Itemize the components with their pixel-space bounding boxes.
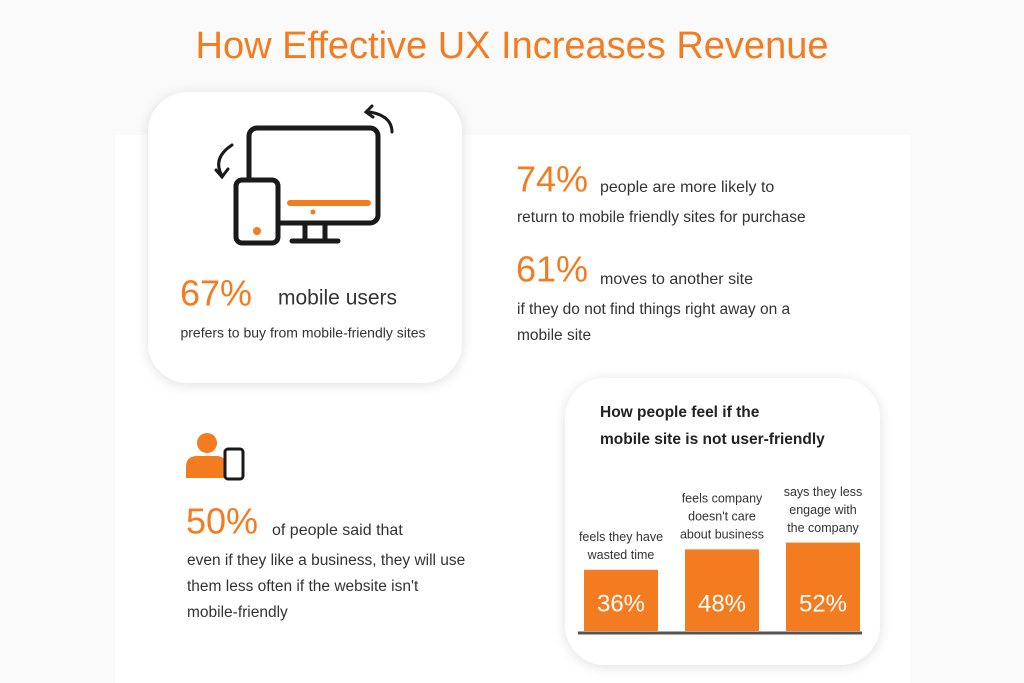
chart-title: How people feel if the [600,404,760,421]
stat-lead: people are more likely to [600,179,774,196]
page-title: How Effective UX Increases Revenue [196,25,829,67]
category-label: wasted time [587,548,655,562]
devices-icon [214,104,394,246]
stat-body: mobile-friendly [187,604,288,621]
bar [584,569,658,631]
stat-body: them less often if the website isn't [187,578,419,595]
stat-percent: 50% [186,501,258,542]
bar [786,542,860,631]
bar-value-label: 36% [597,590,645,617]
category-label: feels company [682,492,763,506]
person-icon [186,433,245,481]
stat-body: mobile site [517,327,591,344]
stat-lead: of people said that [272,522,403,539]
category-label: says they less [784,485,863,499]
stat-percent: 61% [516,249,588,290]
icon-dot [310,209,316,215]
category-label: about business [680,528,764,542]
category-label: feels they have [579,530,663,544]
chart-title: mobile site is not user-friendly [600,431,825,448]
stat-percent: 67% [180,273,252,314]
stat-lead: moves to another site [600,271,753,288]
bar-value-label: 52% [799,590,847,617]
stat-body: return to mobile friendly sites for purc… [517,209,806,226]
stat-body: prefers to buy from mobile-friendly site… [180,325,425,341]
category-label: doesn't care [688,510,756,524]
stat-percent: 74% [516,159,588,200]
stat-body: if they do not find things right away on… [517,301,791,318]
stat-lead: mobile users [278,287,397,310]
category-label: engage with [789,503,856,517]
category-label: the company [787,521,859,535]
bar [685,549,759,631]
stat-body: even if they like a business, they will … [187,552,465,569]
icon-dot [253,227,261,235]
bar-value-label: 48% [698,590,746,617]
